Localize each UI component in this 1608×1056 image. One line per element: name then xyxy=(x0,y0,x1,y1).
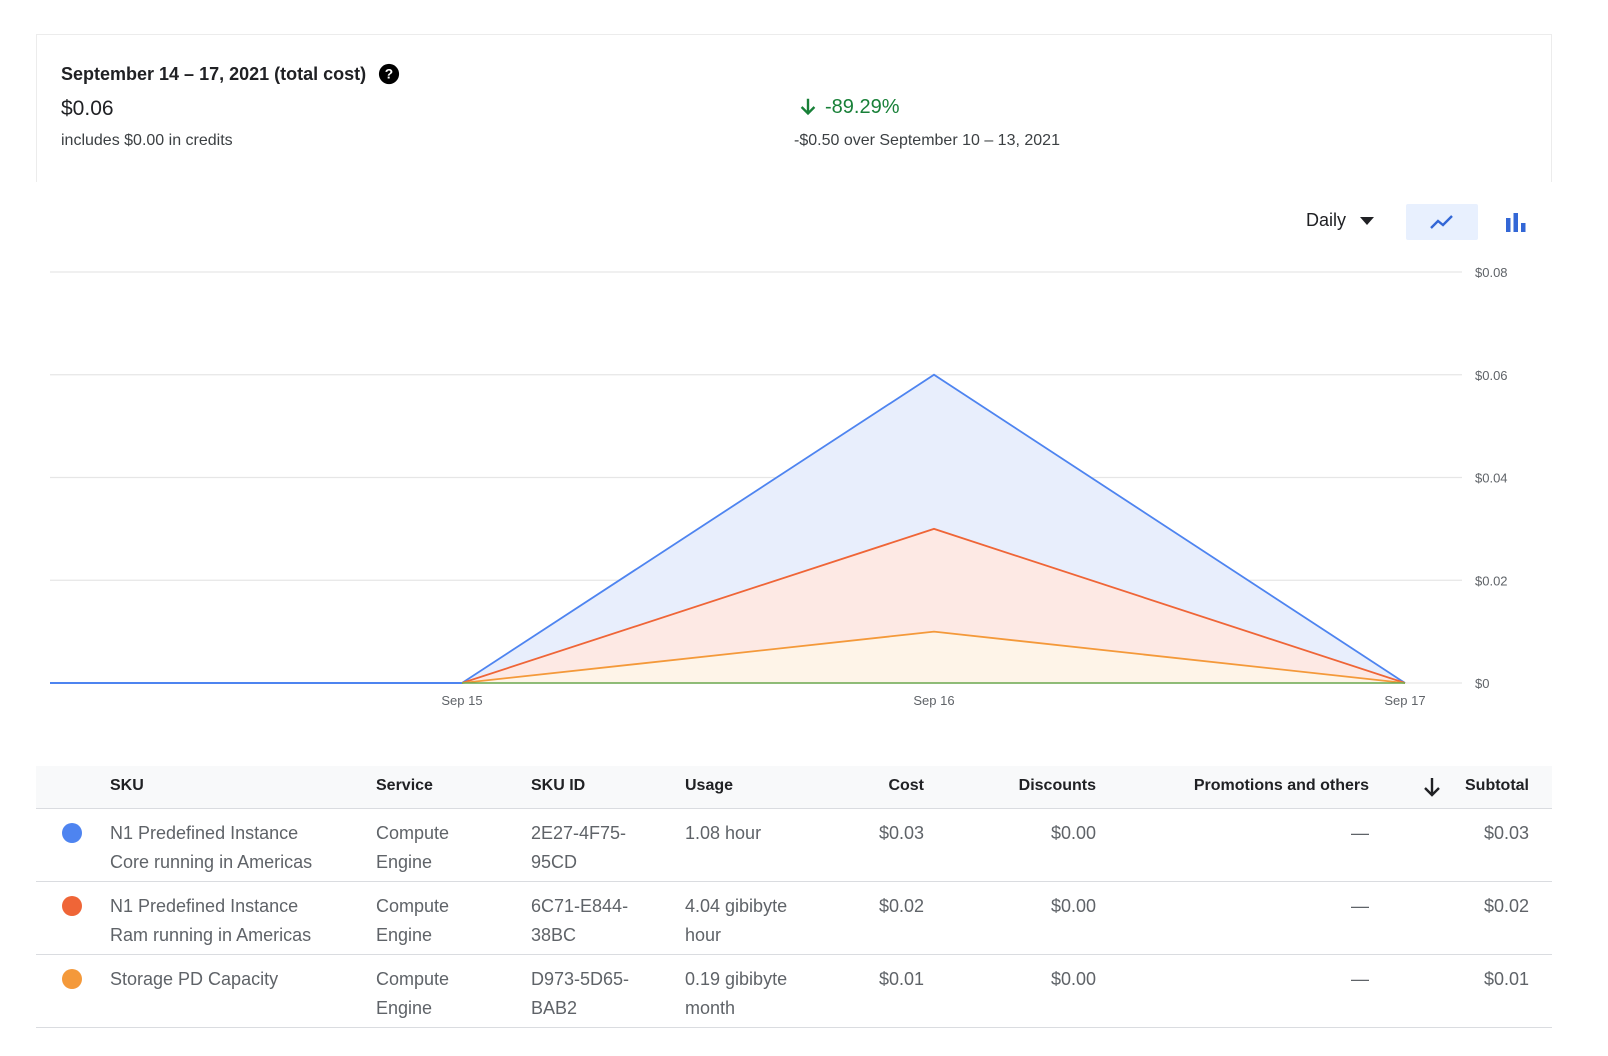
subtotal-cell: $0.01 xyxy=(1483,969,1529,989)
header-cost[interactable]: Cost xyxy=(888,777,924,794)
promotions-cell: — xyxy=(1351,823,1369,843)
line-chart-toggle[interactable] xyxy=(1406,204,1478,240)
usage-line-1: 4.04 gibibyte xyxy=(685,896,788,916)
cost-cell: $0.01 xyxy=(878,969,924,989)
usage-cell: 1.08 hour xyxy=(685,819,761,848)
sku-id-cell: 2E27-4F75- 95CD xyxy=(531,819,626,877)
compare-text: -$0.50 over September 10 – 13, 2021 xyxy=(794,132,1060,149)
change-percent: -89.29% xyxy=(825,95,900,118)
usage-cell: 0.19 gibibyte month xyxy=(685,965,787,1023)
series-color-dot xyxy=(62,896,82,916)
sku-line-1: Storage PD Capacity xyxy=(110,969,279,989)
y-tick-label: $0.02 xyxy=(1475,573,1508,588)
bar-chart-toggle[interactable] xyxy=(1494,204,1538,240)
service-line-1: Compute xyxy=(376,823,450,843)
sku-id-cell: D973-5D65- BAB2 xyxy=(531,965,629,1023)
usage-cell: 4.04 gibibyte hour xyxy=(685,892,787,950)
discounts-cell: $0.00 xyxy=(1050,896,1096,916)
sku-id-line-1: 6C71-E844- xyxy=(531,896,629,916)
total-cost: $0.06 xyxy=(61,97,114,120)
caret-down-icon xyxy=(1360,216,1375,225)
subtotal-cell: $0.03 xyxy=(1483,823,1529,843)
sku-line-1: N1 Predefined Instance xyxy=(110,823,299,843)
header-discounts[interactable]: Discounts xyxy=(1018,777,1096,794)
table-row[interactable]: N1 Predefined Instance Core running in Am… xyxy=(36,809,1552,882)
sku-line-2: Ram running in Americas xyxy=(110,925,312,945)
sku-cell: N1 Predefined Instance Core running in Am… xyxy=(110,819,360,877)
sku-cell: N1 Predefined Instance Ram running in Ame… xyxy=(110,892,360,950)
cost-cell: $0.02 xyxy=(878,896,924,916)
header-usage[interactable]: Usage xyxy=(685,777,734,794)
discounts-cell: $0.00 xyxy=(1050,969,1096,989)
header-promotions[interactable]: Promotions and others xyxy=(1193,777,1369,794)
granularity-dropdown[interactable]: Daily xyxy=(1306,210,1375,231)
series-area xyxy=(50,631,1405,683)
service-line-2: Engine xyxy=(376,852,433,872)
help-icon[interactable]: ? xyxy=(378,63,400,85)
arrow-down-icon xyxy=(800,98,816,116)
y-tick-label: $0.04 xyxy=(1475,471,1508,486)
summary-title-row: September 14 – 17, 2021 (total cost) ? xyxy=(61,63,400,85)
cost-change: -89.29% xyxy=(797,95,900,119)
service-line-2: Engine xyxy=(376,998,433,1018)
usage-line-1: 0.19 gibibyte xyxy=(685,969,788,989)
subtotal-cell: $0.02 xyxy=(1483,896,1529,916)
series-color-dot xyxy=(62,969,82,989)
header-sku[interactable]: SKU xyxy=(110,777,144,794)
sort-descending-icon[interactable] xyxy=(1422,776,1442,798)
bar-chart-icon xyxy=(1506,213,1526,232)
discounts-cell: $0.00 xyxy=(1050,823,1096,843)
sku-id-line-1: D973-5D65- xyxy=(531,969,630,989)
table-header: SKU Service SKU ID Usage Cost Discounts … xyxy=(36,766,1552,809)
usage-line-2: hour xyxy=(685,925,722,945)
credits-note: includes $0.00 in credits xyxy=(61,132,233,149)
service-cell: Compute Engine xyxy=(376,965,449,1023)
promotions-cell: — xyxy=(1351,969,1369,989)
series-area xyxy=(50,528,1405,683)
service-cell: Compute Engine xyxy=(376,819,449,877)
service-cell: Compute Engine xyxy=(376,892,449,950)
x-tick-label: Sep 17 xyxy=(1384,693,1425,708)
x-tick-label: Sep 16 xyxy=(913,693,954,708)
table-row[interactable]: Storage PD Capacity Compute Engine D973-5D6… xyxy=(36,955,1552,1028)
service-line-1: Compute xyxy=(376,896,450,916)
sku-table: SKU Service SKU ID Usage Cost Discounts … xyxy=(36,766,1552,1028)
cost-cell: $0.03 xyxy=(878,823,924,843)
cost-area-chart: $0.08 $0.06 $0.04 $0.02 $0 Sep 15 Sep 16 Sep 17 xyxy=(50,265,1508,708)
header-sku-id[interactable]: SKU ID xyxy=(531,777,586,794)
cost-summary-card: September 14 – 17, 2021 (total cost) ? $… xyxy=(36,34,1552,182)
series-color-dot xyxy=(62,823,82,843)
sku-id-line-1: 2E27-4F75- xyxy=(531,823,627,843)
service-line-1: Compute xyxy=(376,969,450,989)
sku-line-1: N1 Predefined Instance xyxy=(110,896,299,916)
sku-id-line-2: 38BC xyxy=(531,925,577,945)
usage-line-1: 1.08 hour xyxy=(685,823,762,843)
granularity-label: Daily xyxy=(1306,210,1347,230)
sku-cell: Storage PD Capacity xyxy=(110,965,360,994)
service-line-2: Engine xyxy=(376,925,433,945)
svg-text:?: ? xyxy=(385,67,393,82)
summary-title: September 14 – 17, 2021 (total cost) xyxy=(61,63,367,84)
y-tick-label: $0.08 xyxy=(1475,265,1508,280)
header-subtotal[interactable]: Subtotal xyxy=(1465,777,1529,794)
y-tick-label: $0.06 xyxy=(1475,368,1508,383)
table-row[interactable]: N1 Predefined Instance Ram running in Ame… xyxy=(36,882,1552,955)
sku-id-line-2: 95CD xyxy=(531,852,578,872)
line-chart-icon xyxy=(1430,215,1453,229)
header-service[interactable]: Service xyxy=(376,777,433,794)
usage-line-2: month xyxy=(685,998,736,1018)
sku-line-2: Core running in Americas xyxy=(110,852,313,872)
promotions-cell: — xyxy=(1351,896,1369,916)
x-tick-label: Sep 15 xyxy=(441,693,482,708)
sku-id-cell: 6C71-E844- 38BC xyxy=(531,892,628,950)
y-tick-label: $0 xyxy=(1475,676,1489,691)
sku-id-line-2: BAB2 xyxy=(531,998,578,1018)
